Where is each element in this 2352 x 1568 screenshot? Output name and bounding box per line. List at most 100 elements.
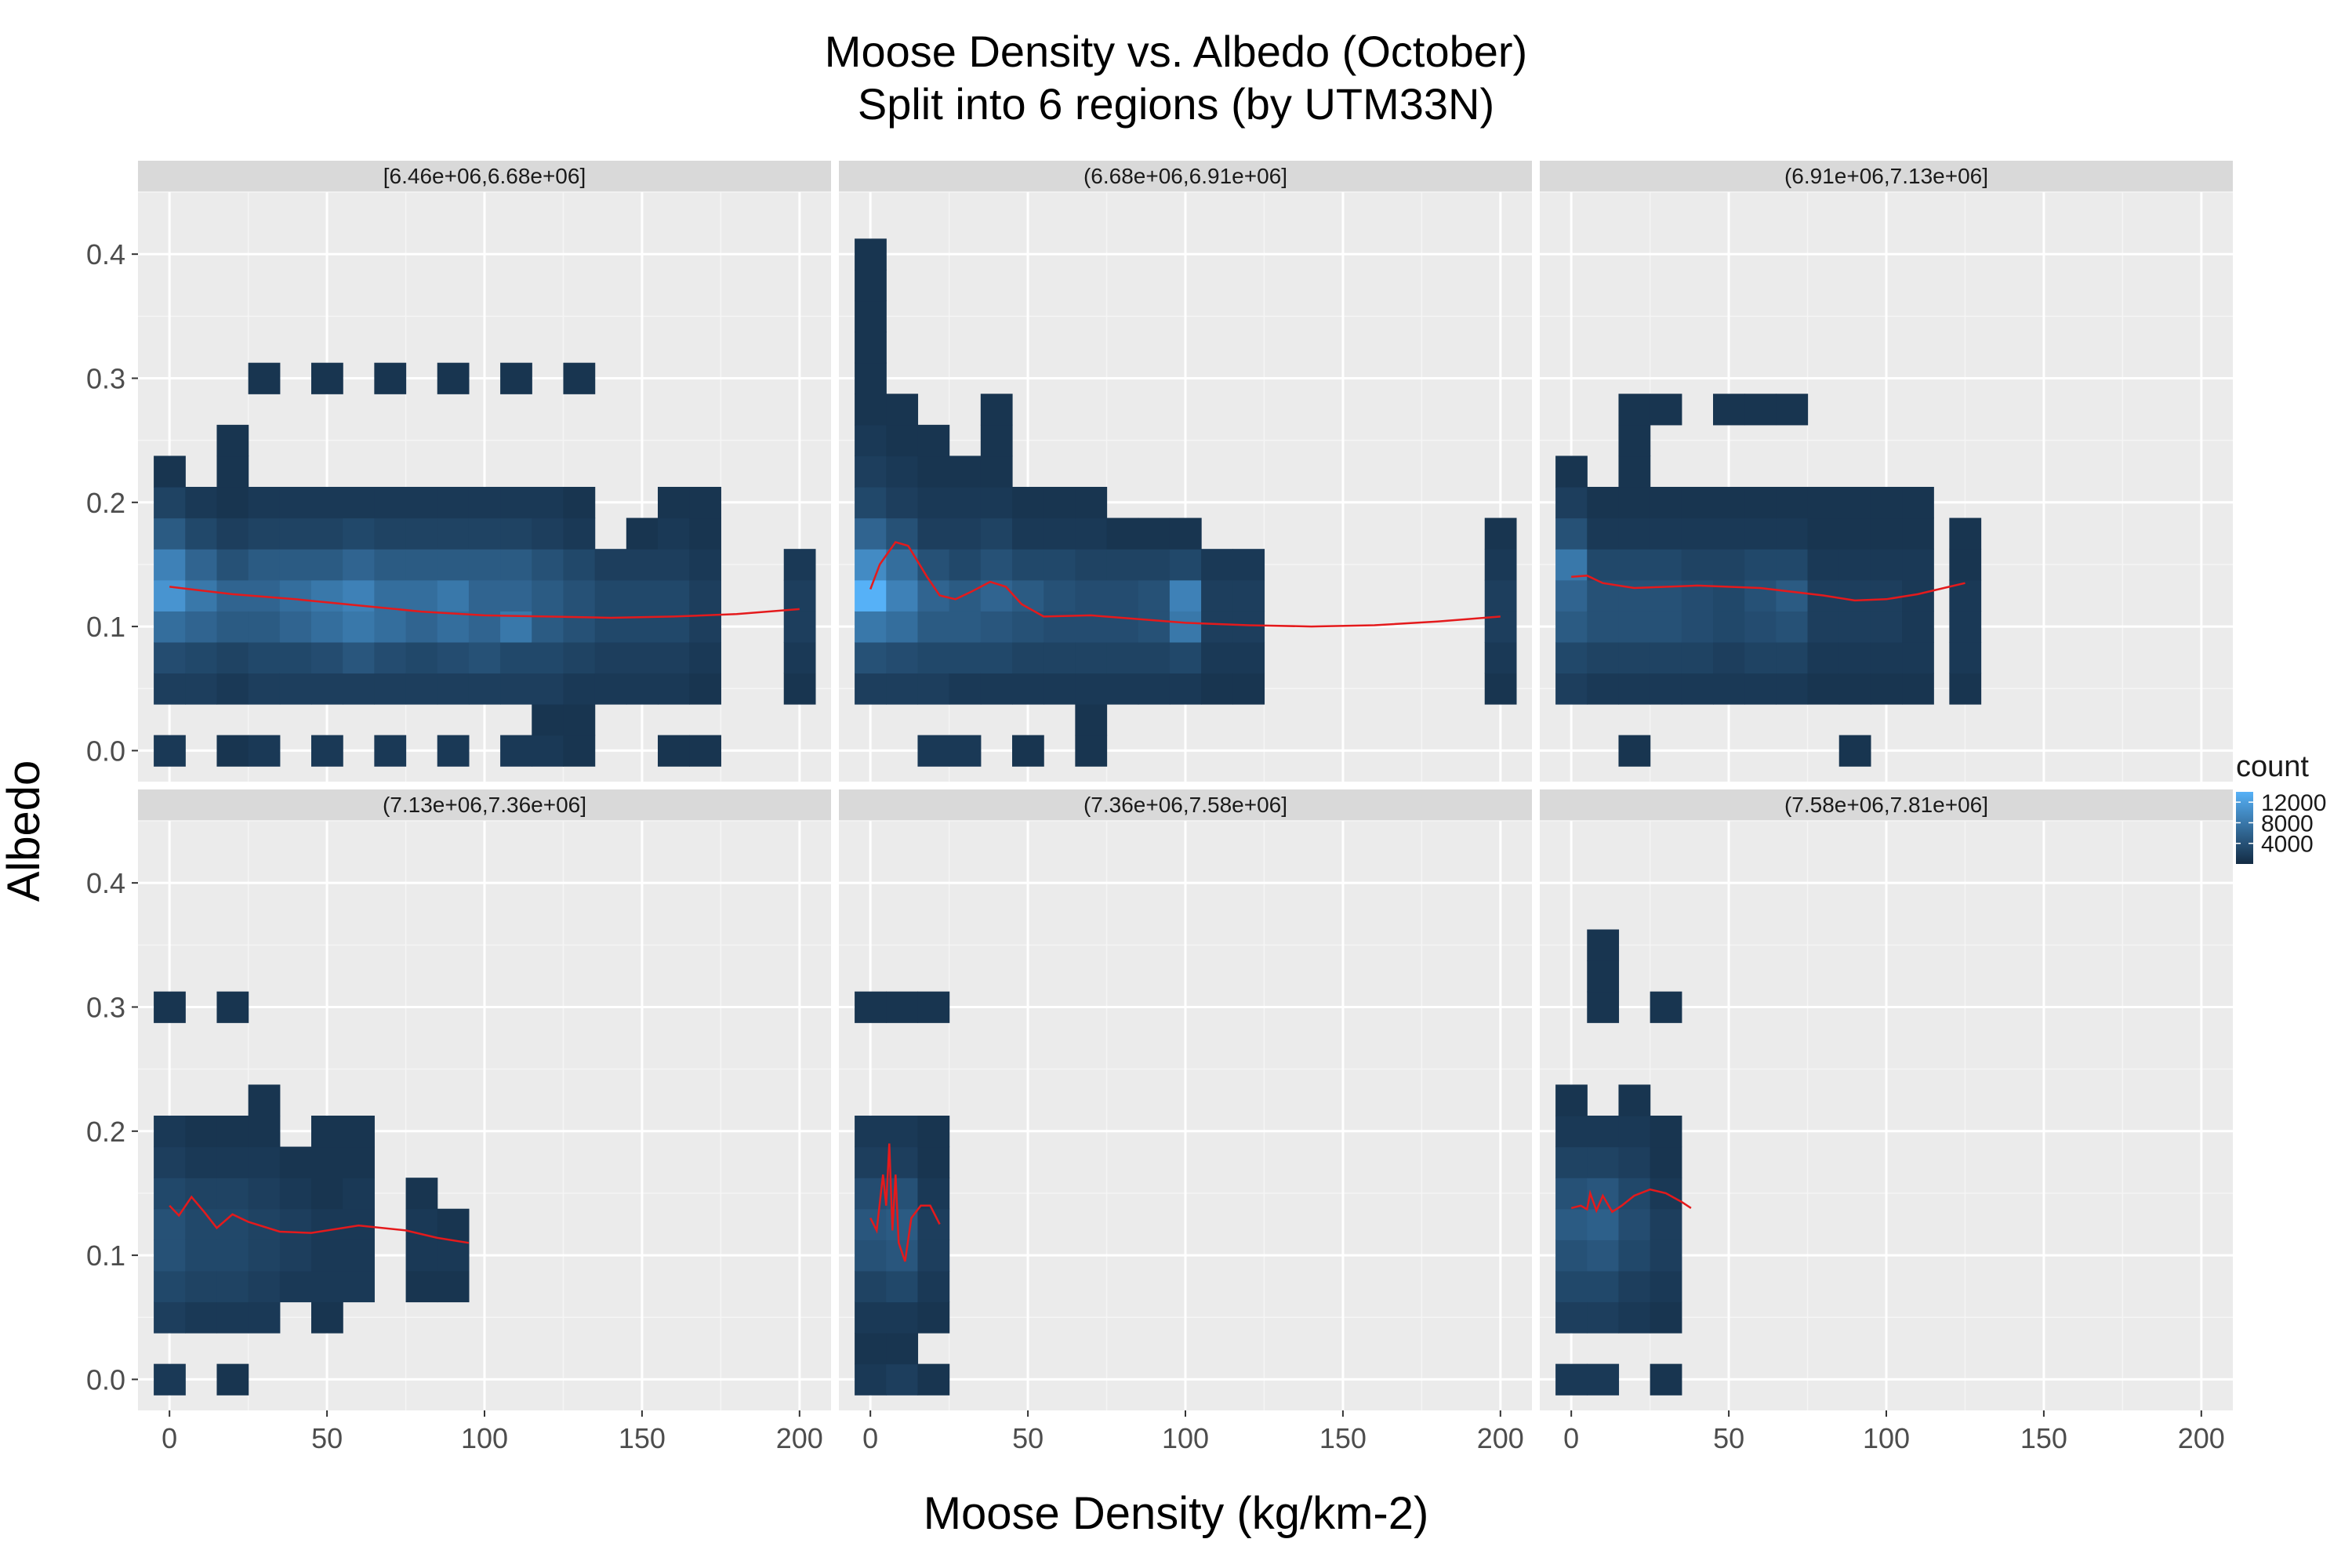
x-axis-title: Moose Density (kg/km-2)	[924, 1488, 1429, 1539]
heat-tile	[248, 487, 281, 519]
heat-tile	[1713, 487, 1745, 519]
heat-tile	[532, 487, 564, 519]
heat-tile	[1106, 641, 1139, 674]
heat-tile	[1044, 673, 1076, 705]
heat-tile	[437, 517, 470, 550]
heat-tile	[437, 362, 470, 394]
heat-tile	[500, 579, 532, 612]
heat-tile	[216, 1301, 249, 1334]
heat-tile	[468, 641, 501, 674]
heat-tile	[1713, 611, 1745, 643]
heat-tile	[783, 673, 816, 705]
heat-tile	[594, 549, 627, 581]
heat-tile	[1555, 1084, 1588, 1116]
heat-tile	[1012, 735, 1044, 767]
heat-tile	[1807, 517, 1840, 550]
heat-tile	[886, 456, 919, 488]
facet-panel: (7.36e+06,7.58e+06] 0 50 100 150 200	[839, 789, 1532, 1454]
heat-tile	[1012, 579, 1044, 612]
heat-tile	[594, 673, 627, 705]
heat-tile	[1555, 673, 1588, 705]
x-tick-label: 50	[311, 1422, 343, 1454]
heat-tile	[855, 1363, 887, 1396]
heat-tile	[917, 1178, 950, 1210]
heat-tile	[917, 991, 950, 1023]
heat-tile	[185, 611, 218, 643]
facet-strip	[138, 161, 831, 192]
heat-tile	[154, 1116, 186, 1148]
heat-tile	[374, 611, 407, 643]
heat-tile	[437, 549, 470, 581]
heat-tile	[500, 641, 532, 674]
heat-tile	[1555, 641, 1588, 674]
heat-tile	[1169, 579, 1202, 612]
heat-tile	[658, 673, 690, 705]
heat-tile	[980, 579, 1013, 612]
heat-tile	[1776, 673, 1809, 705]
heat-tile	[1618, 735, 1651, 767]
heat-tile	[1870, 579, 1903, 612]
heat-tile	[1650, 673, 1682, 705]
heat-tile	[980, 641, 1013, 674]
heat-tile	[1012, 549, 1044, 581]
heat-tile	[886, 611, 919, 643]
x-tick-label: 200	[1477, 1422, 1524, 1454]
heat-tile	[1902, 641, 1934, 674]
heat-tile	[1555, 1240, 1588, 1272]
x-tick-label: 150	[619, 1422, 666, 1454]
heat-tile	[1169, 549, 1202, 581]
smooth-line	[869, 541, 1501, 628]
legend-break-label: 12000	[2261, 790, 2326, 816]
heat-tile	[1838, 735, 1871, 767]
heat-tile	[405, 1270, 438, 1303]
heat-tile	[1555, 611, 1588, 643]
heat-tile	[437, 1240, 470, 1272]
heat-tile	[855, 1270, 887, 1303]
heat-tile	[1106, 517, 1139, 550]
heat-tile	[311, 517, 343, 550]
heat-tile	[1650, 641, 1682, 674]
y-tick-label: 0.2	[86, 1116, 125, 1148]
smooth-line	[1571, 574, 1965, 602]
heat-tile	[855, 1208, 887, 1240]
heat-tile	[1555, 1146, 1588, 1178]
heat-tile	[311, 611, 343, 643]
heat-tile	[185, 1270, 218, 1303]
heat-tile	[1044, 641, 1076, 674]
y-tick-label: 0.4	[86, 238, 125, 270]
heat-tile	[1587, 1363, 1620, 1396]
heat-tile	[1618, 641, 1651, 674]
heat-tile	[1138, 549, 1171, 581]
heat-tile	[500, 517, 532, 550]
heat-tile	[980, 673, 1013, 705]
heat-tile	[855, 549, 887, 581]
heat-tile	[1870, 549, 1903, 581]
smooth-line	[1570, 1188, 1692, 1214]
heat-tile	[311, 579, 343, 612]
heat-tile	[626, 641, 659, 674]
heat-tile	[1587, 1208, 1620, 1240]
heat-tile	[185, 487, 218, 519]
heat-tile	[917, 456, 950, 488]
y-tick-label: 0.2	[86, 487, 125, 519]
heat-tile	[311, 735, 343, 767]
heat-tile	[1201, 673, 1233, 705]
heat-tile	[886, 579, 919, 612]
heat-tile	[855, 456, 887, 488]
heat-tile	[917, 1363, 950, 1396]
heat-tile	[1587, 929, 1620, 961]
heat-tile	[1776, 641, 1809, 674]
heat-tile	[1075, 487, 1108, 519]
heat-tile	[343, 1146, 375, 1178]
heat-tile	[1618, 1116, 1651, 1148]
heat-tile	[1484, 611, 1517, 643]
heat-tile	[783, 611, 816, 643]
facet-panels: [6.46e+06,6.68e+06] 0.0 0.1 0.2 0.3 0.4 (6.68e…	[86, 161, 2233, 1454]
heat-tile	[1232, 579, 1265, 612]
heat-tile	[216, 1240, 249, 1272]
heat-tile	[1044, 579, 1076, 612]
heat-tile	[279, 673, 312, 705]
heat-tile	[311, 362, 343, 394]
smooth-line	[169, 1195, 470, 1244]
heat-tile	[1650, 611, 1682, 643]
